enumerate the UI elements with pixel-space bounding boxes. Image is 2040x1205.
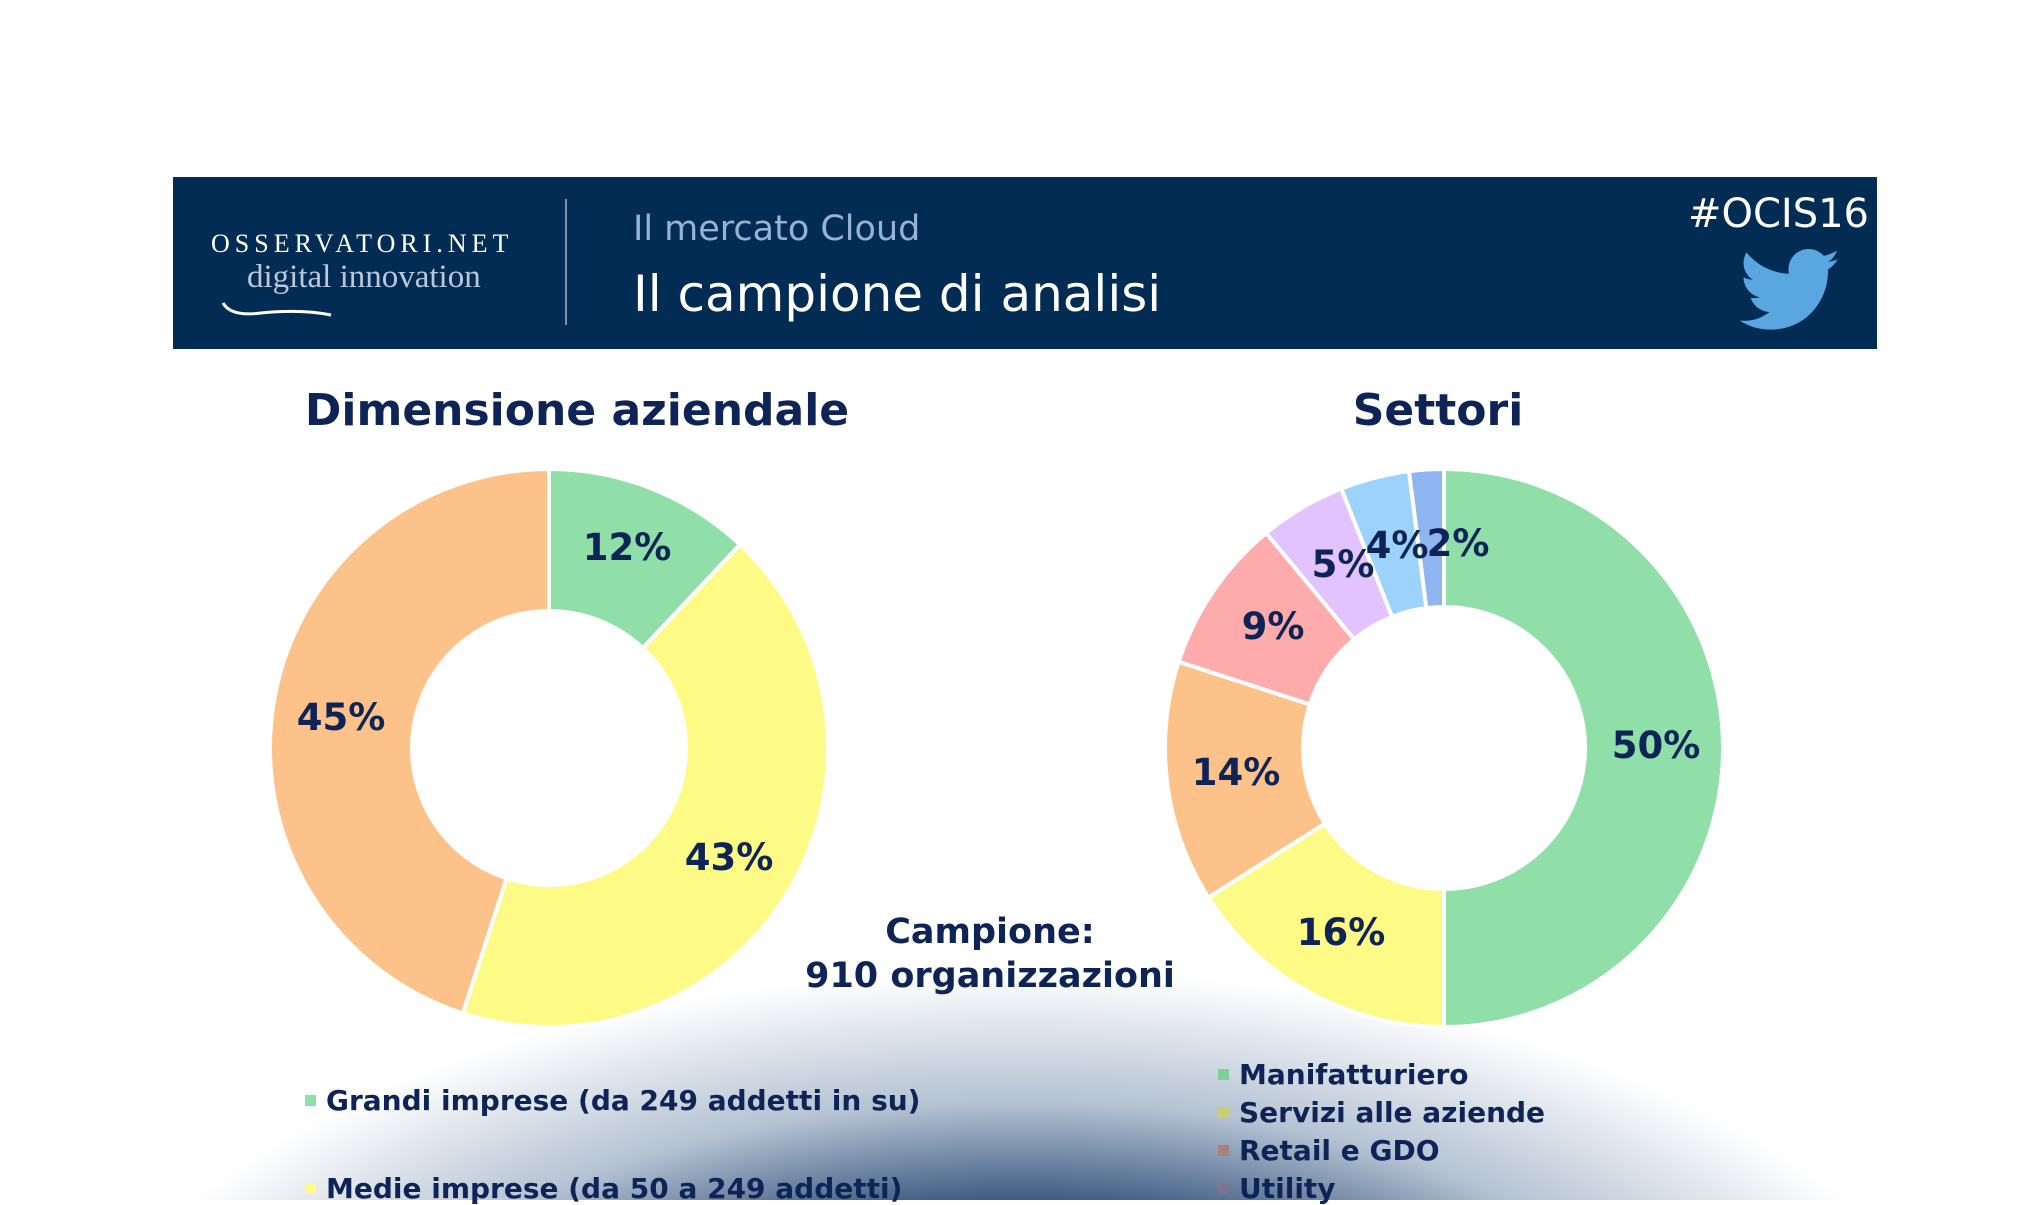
donut-slice-1-2	[1163, 659, 1328, 901]
legend-item-medie: Medie imprese (da 50 a 249 addetti)	[305, 1172, 902, 1205]
data-label-1-5: 4%	[1366, 524, 1429, 567]
donut-slice-0-1	[460, 541, 830, 1029]
logo-text: OSSERVATORI.NET	[211, 229, 514, 258]
data-label-1-4: 5%	[1312, 543, 1375, 586]
legend-label: Utility	[1239, 1172, 1336, 1205]
sample-label: Campione:	[885, 912, 1095, 952]
sample-count: 910 organizzazioni	[805, 956, 1175, 996]
header-divider	[565, 199, 567, 325]
header-subtitle: Il mercato Cloud	[633, 209, 921, 249]
legend-swatch	[305, 1095, 316, 1106]
data-label-0-1: 43%	[685, 836, 774, 879]
chart-title-settori: Settori	[1352, 385, 1524, 436]
chart-title-dimensione: Dimensione aziendale	[304, 385, 850, 436]
legend-label: Servizi alle aziende	[1239, 1096, 1546, 1129]
data-label-0-0: 12%	[583, 526, 672, 569]
data-label-1-3: 9%	[1242, 605, 1305, 648]
legend-label: Medie imprese (da 50 a 249 addetti)	[326, 1172, 903, 1205]
legend-item-retail: Retail e GDO	[1218, 1134, 1440, 1167]
legend-swatch	[1218, 1107, 1229, 1118]
data-label-1-0: 50%	[1612, 724, 1701, 767]
donut-slice-0-0	[547, 466, 743, 651]
legend-swatch	[1218, 1069, 1229, 1080]
legend-swatch	[305, 1183, 316, 1194]
data-label-1-2: 14%	[1192, 751, 1281, 794]
legend-swatch	[1218, 1145, 1229, 1156]
legend-label: Grandi imprese (da 249 addetti in su)	[326, 1084, 921, 1117]
twitter-bird-icon	[1739, 249, 1840, 330]
donut-slice-0-2	[268, 466, 551, 1016]
osservatori-logo: OSSERVATORI.NET digital innovation	[211, 229, 531, 319]
header-banner: OSSERVATORI.NET digital innovation Il me…	[173, 177, 1877, 349]
logo-swoosh-icon	[221, 302, 332, 317]
logo-tagline: digital innovation	[247, 259, 481, 295]
sample-note: Campione: 910 organizzazioni	[805, 910, 1175, 998]
legend-label: Retail e GDO	[1239, 1134, 1440, 1167]
page-title: Il campione di analisi	[633, 265, 1162, 323]
data-label-0-2: 45%	[297, 696, 386, 739]
hashtag: #OCIS16	[1687, 191, 1869, 237]
legend-item-manifatturiero: Manifatturiero	[1218, 1058, 1469, 1091]
legend-item-grandi: Grandi imprese (da 249 addetti in su)	[305, 1084, 920, 1117]
donut-slice-1-0	[1442, 466, 1725, 1030]
legend-swatch	[1218, 1183, 1229, 1194]
donut-slice-1-1	[1205, 820, 1446, 1030]
legend-item-servizi: Servizi alle aziende	[1218, 1096, 1545, 1129]
data-label-1-6: 2%	[1427, 522, 1490, 565]
data-label-1-1: 16%	[1297, 911, 1386, 954]
legend-label: Manifatturiero	[1239, 1058, 1469, 1091]
legend-item-utility: Utility	[1218, 1172, 1336, 1205]
donut-slice-1-6	[1406, 466, 1446, 611]
